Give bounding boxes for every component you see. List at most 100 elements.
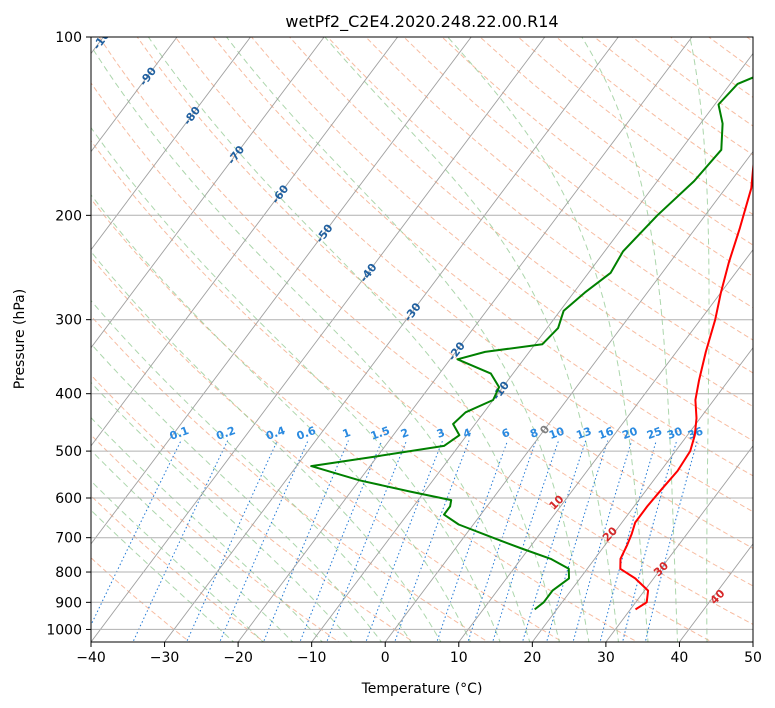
- grid-lines: [91, 37, 753, 642]
- mixing-ratio-label: 4: [461, 426, 473, 441]
- isotherm-line: [237, 37, 693, 642]
- mixing-ratio-line: [622, 440, 678, 642]
- isotherm-line: [531, 347, 753, 642]
- mixing-ratio-label: 20: [620, 425, 639, 443]
- dry-adiabat-line: [441, 37, 753, 277]
- dry-adiabat-line: [91, 315, 489, 642]
- x-tick-label: 50: [744, 650, 762, 666]
- y-tick-label: 300: [55, 313, 82, 329]
- mixing-ratio-line: [262, 440, 349, 642]
- dry-adiabat-line: [91, 495, 266, 642]
- mixing-ratio-line: [394, 440, 470, 642]
- x-tick-label: 30: [597, 650, 615, 666]
- mixing-ratio-line: [572, 440, 633, 642]
- mixing-ratio-label: 6: [500, 426, 512, 441]
- isotherm-line: [91, 37, 398, 447]
- y-tick-label: 900: [55, 595, 82, 611]
- mixing-ratio-label: 30: [665, 425, 684, 443]
- mixing-ratio-label: 3: [435, 426, 447, 441]
- x-tick-label: 10: [450, 650, 468, 666]
- moist-adiabat-line: [91, 299, 412, 642]
- isotherm-line: [605, 445, 753, 642]
- isotherm-line: [458, 248, 753, 642]
- dry-adiabat-line: [91, 140, 713, 642]
- y-axis-label: Pressure (hPa): [12, 289, 28, 389]
- x-tick-label: 0: [381, 650, 390, 666]
- isotherm-label: -30: [401, 300, 424, 324]
- dry-adiabat-line: [632, 37, 753, 127]
- mixing-ratio-line: [644, 440, 698, 642]
- moist-adiabat-line: [91, 250, 442, 642]
- moist-adiabat-line: [91, 480, 264, 642]
- mixing-ratio-line: [467, 440, 537, 642]
- mixing-ratio-label: 0.2: [214, 424, 237, 443]
- y-tick-label: 1000: [46, 622, 82, 638]
- dry-adiabat-line: [251, 37, 753, 442]
- dry-adiabat-line: [136, 37, 753, 549]
- axes: −40 −30 −20 −10 0 10 20 30 40 5010020030040050060…: [46, 30, 762, 666]
- dry-adiabat-line: [91, 256, 564, 642]
- isotherm-line: [91, 37, 546, 642]
- isotherm-line: [91, 37, 325, 349]
- mixing-ratio-label: 25: [645, 425, 664, 442]
- dry-adiabat-line: [555, 37, 753, 186]
- mixing-ratio-label: 1: [341, 426, 353, 441]
- mixing-ratio-line: [326, 440, 408, 642]
- y-tick-label: 400: [55, 387, 82, 403]
- isotherm-label: -80: [181, 104, 204, 128]
- mixing-ratio-label: 8: [528, 426, 540, 441]
- isotherm-label: -90: [137, 64, 160, 88]
- x-axis-label: Temperature (°C): [361, 681, 483, 697]
- y-tick-label: 700: [55, 531, 82, 547]
- mixing-ratio-label: 10: [547, 425, 566, 443]
- x-tick-label: 40: [671, 650, 689, 666]
- mixing-ratio-line: [492, 440, 560, 642]
- mixing-ratio-label: 2: [399, 426, 411, 441]
- y-tick-label: 500: [55, 444, 82, 460]
- isotherm-label: -60: [269, 182, 292, 206]
- x-tick-label: −10: [297, 650, 327, 666]
- y-tick-label: 200: [55, 208, 82, 224]
- dry-adiabat-line: [746, 37, 753, 43]
- y-tick-label: 100: [55, 30, 82, 46]
- line-labels: -100-90-80-70-60-50-40-30-20-1000.1 0.2 0.…: [91, 37, 728, 607]
- mixing-ratio-label: 13: [574, 425, 593, 442]
- dry-adiabat-line: [327, 37, 753, 374]
- chart-title: wetPf2_C2E4.2020.248.22.00.R14: [285, 12, 558, 32]
- isotherm-line: [91, 37, 472, 545]
- profile-traces: [310, 76, 753, 611]
- moist-adiabat-line: [689, 37, 710, 642]
- temperature-profile-line: [619, 158, 753, 611]
- isotherm-label: -50: [313, 221, 336, 245]
- dry-adiabat-line: [98, 37, 753, 587]
- dry-adiabat-line: [403, 37, 753, 309]
- dry-adiabat-line: [174, 37, 753, 513]
- dry-adiabat-line: [91, 82, 753, 625]
- isotherm-line: [384, 150, 753, 642]
- isotherm-line: [311, 52, 753, 642]
- isotherm-line: [91, 37, 251, 251]
- dry-adiabat-line: [91, 434, 340, 642]
- moist-adiabat-line: [447, 37, 649, 642]
- moist-adiabat-label: 40: [708, 587, 728, 607]
- dry-adiabat-line: [708, 37, 753, 70]
- mixing-ratio-label: 16: [596, 425, 615, 443]
- isotherm-label: -40: [357, 261, 380, 285]
- x-tick-label: −30: [150, 650, 180, 666]
- moist-adiabat-label: 10: [547, 492, 567, 512]
- x-tick-label: −40: [76, 650, 106, 666]
- isotherm-line: [91, 37, 178, 153]
- isotherm-line: [164, 37, 619, 642]
- moist-adiabat-line: [324, 37, 620, 642]
- y-tick-label: 600: [55, 491, 82, 507]
- x-tick-label: −20: [223, 650, 253, 666]
- dry-adiabat-line: [91, 374, 415, 642]
- mixing-ratio-line: [299, 440, 383, 642]
- mixing-ratio-label: 1.5: [369, 424, 392, 443]
- y-tick-label: 800: [55, 565, 82, 581]
- moist-adiabat-label: 30: [651, 559, 671, 579]
- dry-adiabat-line: [289, 37, 753, 408]
- isotherm-line: [679, 543, 753, 642]
- background-lines: [91, 37, 753, 642]
